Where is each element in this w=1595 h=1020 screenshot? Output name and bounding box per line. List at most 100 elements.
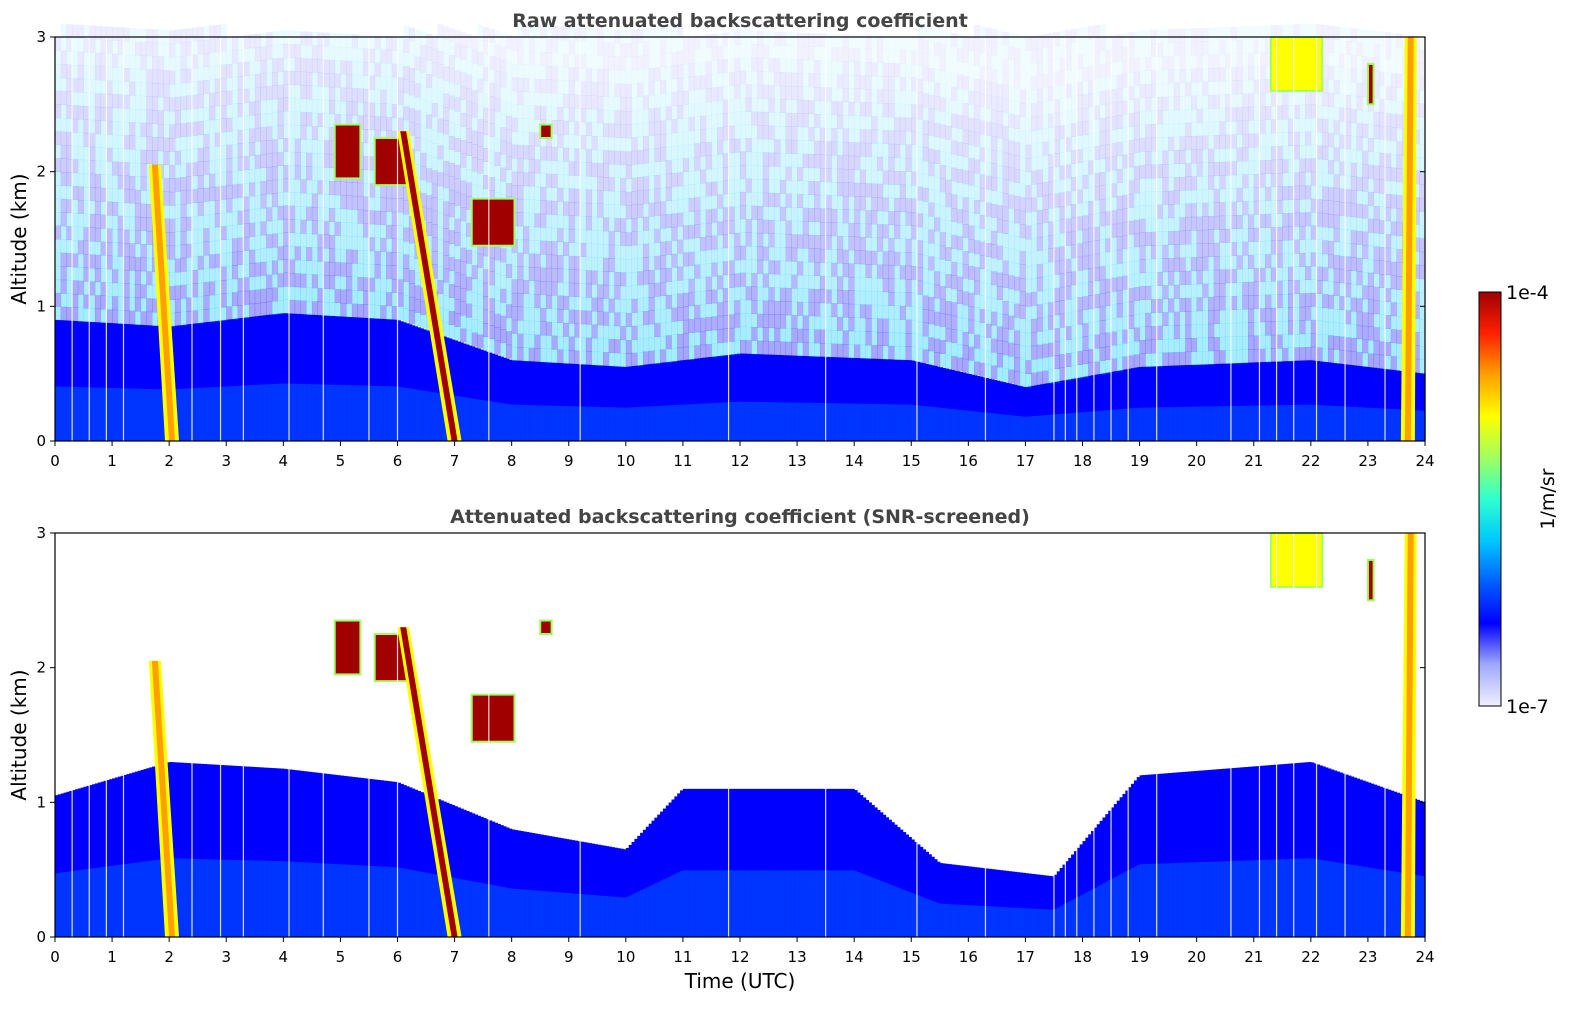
- noise-cell: [871, 116, 878, 131]
- noise-cell: [859, 210, 866, 224]
- noise-cell: [129, 270, 136, 285]
- noise-cell: [534, 334, 541, 349]
- noise-cell: [774, 166, 781, 181]
- noise-cell: [677, 105, 684, 119]
- noise-cell: [146, 136, 153, 151]
- boundary-layer-column: [300, 314, 304, 441]
- boundary-layer-core: [194, 388, 199, 441]
- noise-cell: [694, 143, 701, 158]
- noise-cell: [1036, 358, 1043, 373]
- noise-cell: [1019, 76, 1026, 90]
- noise-cell: [152, 312, 159, 326]
- noise-cell: [157, 110, 164, 125]
- noise-cell: [751, 340, 758, 355]
- boundary-layer-core: [654, 406, 658, 441]
- boundary-layer-column: [66, 320, 70, 441]
- noise-cell: [751, 232, 758, 247]
- noise-cell: [317, 32, 324, 47]
- noise-cell: [129, 27, 136, 42]
- noise-cell: [483, 336, 490, 351]
- noise-cell: [1025, 104, 1032, 119]
- noise-cell: [642, 297, 650, 312]
- noise-cell: [911, 319, 918, 334]
- noise-cell: [1014, 182, 1021, 197]
- noise-cell: [585, 243, 592, 258]
- noise-cell: [603, 217, 610, 232]
- noise-cell: [700, 277, 707, 292]
- noise-cell: [734, 206, 741, 220]
- noise-cell: [808, 194, 815, 209]
- noise-cell: [534, 199, 541, 214]
- noise-cell: [540, 308, 547, 322]
- noise-cell: [882, 62, 889, 77]
- noise-cell: [517, 225, 524, 240]
- boundary-layer-core: [109, 387, 113, 441]
- noise-cell: [700, 344, 707, 359]
- boundary-layer-core: [326, 384, 330, 441]
- noise-cell: [882, 332, 889, 347]
- noise-cell: [197, 228, 204, 243]
- boundary-layer-column: [1142, 366, 1146, 441]
- noise-cell: [83, 281, 90, 295]
- noise-cell: [568, 309, 575, 324]
- noise-cell: [922, 53, 929, 68]
- boundary-layer-column: [106, 322, 110, 441]
- noise-cell: [254, 114, 261, 129]
- noise-cell: [682, 144, 690, 159]
- noise-cell: [226, 63, 233, 78]
- noise-cell: [557, 201, 564, 216]
- noise-cell: [888, 251, 895, 266]
- noise-cell: [717, 208, 724, 222]
- noise-cell: [757, 44, 764, 59]
- boundary-layer-column: [885, 359, 890, 441]
- noise-cell: [94, 227, 102, 242]
- noise-cell: [871, 291, 878, 306]
- noise-cell: [728, 58, 735, 73]
- noise-cell: [431, 76, 438, 90]
- boundary-layer-column: [1019, 386, 1024, 441]
- noise-cell: [1031, 184, 1038, 198]
- noise-cell: [414, 164, 421, 179]
- noise-cell: [916, 78, 924, 93]
- noise-cell: [660, 174, 667, 189]
- noise-cell: [197, 215, 204, 230]
- boundary-layer-column: [814, 356, 818, 441]
- noise-cell: [494, 340, 501, 355]
- noise-cell: [311, 287, 318, 302]
- noise-cell: [842, 74, 849, 89]
- noise-cell: [677, 199, 684, 214]
- boundary-layer-column: [246, 317, 250, 441]
- noise-cell: [939, 326, 946, 341]
- noise-cell: [677, 239, 684, 254]
- noise-cell: [66, 185, 73, 200]
- noise-cell: [620, 339, 627, 354]
- noise-cell: [625, 97, 632, 112]
- noise-cell: [642, 337, 650, 352]
- noise-cell: [700, 196, 707, 211]
- boundary-layer-core: [223, 386, 227, 441]
- noise-cell: [705, 47, 712, 62]
- noise-cell: [231, 238, 239, 253]
- noise-cell: [808, 127, 815, 142]
- boundary-layer-column: [640, 365, 644, 441]
- boundary-layer-core: [1236, 405, 1241, 441]
- noise-cell: [403, 92, 410, 107]
- noise-cell: [899, 157, 906, 172]
- noise-cell: [916, 51, 924, 66]
- noise-cell: [100, 282, 107, 296]
- noise-cell: [129, 256, 136, 271]
- noise-cell: [682, 37, 690, 51]
- noise-cell: [197, 282, 204, 297]
- noise-cell: [654, 215, 661, 230]
- noise-cell: [363, 156, 370, 171]
- noise-cell: [877, 278, 884, 292]
- boundary-layer-column: [1422, 373, 1426, 441]
- noise-cell: [956, 290, 964, 305]
- boundary-layer-core: [811, 402, 815, 441]
- noise-cell: [391, 238, 398, 253]
- noise-cell: [306, 179, 313, 194]
- noise-cell: [819, 316, 827, 331]
- noise-cell: [169, 272, 176, 287]
- boundary-layer-core: [1385, 408, 1389, 441]
- noise-cell: [808, 86, 815, 101]
